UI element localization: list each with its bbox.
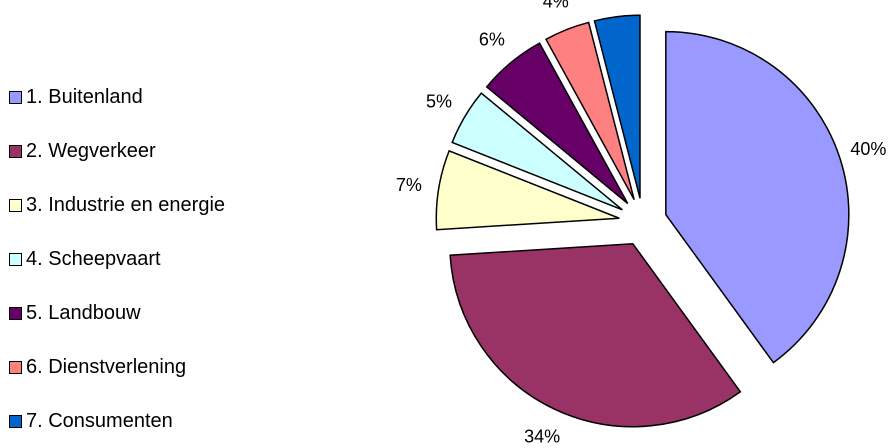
slice-label-2: 34% — [524, 426, 560, 445]
pie-slice-2 — [449, 242, 742, 428]
legend-swatch — [9, 90, 22, 104]
legend-label: 4. Scheepvaart — [26, 248, 161, 270]
legend-swatch — [9, 198, 22, 212]
legend-swatch — [9, 306, 22, 320]
pie-slice-4 — [451, 92, 623, 211]
legend-label: 1. Buitenland — [26, 86, 143, 108]
legend-item-industrie: 3. Industrie en energie — [9, 178, 339, 232]
pie-slice-1 — [665, 30, 850, 364]
legend-item-wegverkeer: 2. Wegverkeer — [9, 124, 339, 178]
legend-swatch — [9, 144, 22, 158]
pie-slice-3 — [435, 149, 620, 231]
slice-label-1: 40% — [850, 139, 886, 159]
legend-label: 6. Dienstverlening — [26, 356, 187, 378]
slice-label-3: 7% — [396, 175, 422, 195]
legend-swatch — [9, 414, 22, 428]
legend: 1. Buitenland 2. Wegverkeer 3. Industrie… — [9, 70, 339, 448]
pie-slice-5 — [485, 42, 629, 205]
pie-slice-6 — [544, 21, 635, 201]
legend-item-landbouw: 5. Landbouw — [9, 286, 339, 340]
legend-label: 3. Industrie en energie — [26, 194, 226, 216]
legend-label: 7. Consumenten — [26, 410, 173, 432]
legend-item-dienstverlening: 6. Dienstverlening — [9, 340, 339, 394]
legend-label: 5. Landbouw — [26, 302, 141, 324]
slice-label-6: 4% — [543, 0, 569, 12]
legend-item-scheepvaart: 4. Scheepvaart — [9, 232, 339, 286]
legend-swatch — [9, 252, 22, 266]
legend-item-consumenten: 7. Consumenten — [9, 394, 339, 448]
slice-label-5: 6% — [479, 29, 505, 49]
legend-label: 2. Wegverkeer — [26, 140, 156, 162]
legend-swatch — [9, 360, 22, 374]
slice-label-4: 5% — [426, 91, 452, 111]
pie-slice-7 — [593, 14, 641, 199]
legend-item-buitenland: 1. Buitenland — [9, 70, 339, 124]
